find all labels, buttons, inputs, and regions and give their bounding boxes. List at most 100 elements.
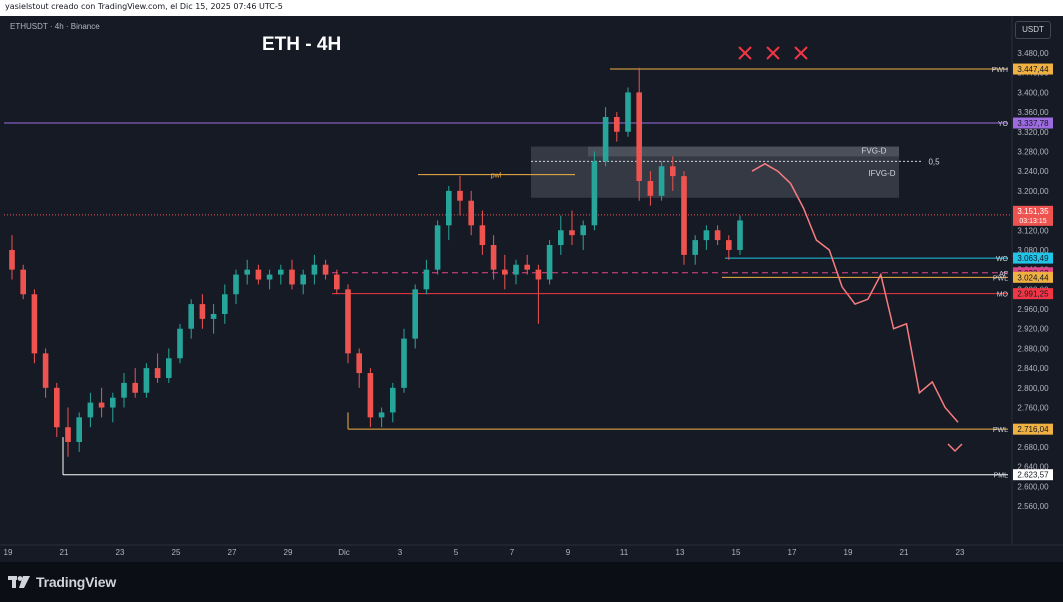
candle-body	[535, 269, 542, 280]
candle-body	[266, 274, 273, 280]
candle-body	[31, 294, 38, 354]
candle-body	[110, 397, 116, 408]
candle-body	[132, 382, 138, 393]
candle-body	[367, 373, 374, 418]
x-tick-label: 23	[956, 548, 965, 557]
y-tick-label: 2.800,00	[1017, 384, 1049, 393]
candle-body	[54, 387, 60, 428]
current-price-tag	[1013, 205, 1053, 226]
attribution-text: yasielstout creado con TradingView.com, …	[5, 2, 283, 11]
candle-body	[255, 269, 262, 280]
x-tick-label: 19	[844, 548, 853, 557]
level-price-tag	[1013, 288, 1053, 300]
candle-body	[602, 117, 609, 162]
candle-body	[121, 382, 127, 398]
y-tick-label: 2.560,00	[1017, 502, 1049, 511]
x-tick-label: 23	[116, 548, 125, 557]
level-label: MO	[997, 292, 1009, 299]
candle-body	[434, 225, 441, 270]
candle-body	[558, 230, 564, 246]
level-price-text: 2.991,25	[1017, 290, 1049, 299]
candle-body	[625, 92, 631, 132]
candle-body	[636, 92, 642, 182]
candle-body	[468, 200, 474, 226]
candle-body	[490, 245, 497, 270]
x-tick-label: 29	[284, 548, 293, 557]
candle-body	[446, 190, 452, 226]
current-price-text: 3.151,35	[1017, 207, 1049, 216]
level-price-tag	[1013, 469, 1053, 481]
level-price-text: 3.337,78	[1017, 119, 1049, 128]
level-label: PML	[994, 473, 1009, 480]
level-label: YO	[998, 121, 1009, 128]
x-tick-label: 9	[566, 548, 571, 557]
level-label: WO	[996, 256, 1009, 263]
chart-title: ETH - 4H	[262, 34, 342, 55]
x-mark-icon	[738, 46, 752, 60]
candle-body	[289, 269, 295, 285]
candle-body	[278, 269, 284, 275]
candle-body	[76, 417, 82, 442]
candle-body	[502, 269, 508, 275]
x-tick-label: 3	[398, 548, 403, 557]
candle-body	[569, 230, 575, 236]
x-tick-label: 5	[454, 548, 459, 557]
symbol-line: ETHUSDT · 4h · Binance	[10, 22, 100, 31]
candle-body	[65, 427, 71, 442]
fvg-zone	[588, 146, 899, 157]
candle-body	[714, 230, 721, 241]
fib-label: 0,5	[928, 157, 940, 166]
pwl-small-label: pwl	[491, 173, 502, 180]
tradingview-logo[interactable]: TradingView	[8, 574, 116, 590]
y-tick-label: 3.400,00	[1017, 88, 1049, 97]
candle-body	[210, 313, 217, 319]
candle-body	[412, 289, 418, 339]
level-price-tag	[1013, 423, 1053, 435]
candle-body	[378, 412, 385, 418]
x-tick-label: 15	[732, 548, 741, 557]
y-tick-label: 2.920,00	[1017, 325, 1049, 334]
candle-body	[222, 294, 228, 314]
level-price-tag	[1013, 63, 1053, 75]
candle-body	[726, 240, 732, 250]
y-tick-label: 2.640,00	[1017, 463, 1049, 472]
candle-body	[166, 358, 172, 378]
chart-frame[interactable]	[0, 16, 1063, 562]
level-price-tag	[1013, 252, 1053, 264]
level-price-text: 2.623,57	[1017, 471, 1049, 480]
candle-body	[42, 353, 49, 388]
level-label: PWL	[993, 275, 1008, 282]
level-price-text: 3.024,44	[1017, 273, 1049, 282]
projection-arrowhead	[947, 443, 963, 453]
ifvg-label: IFVG-D	[868, 169, 895, 178]
candle-body	[87, 402, 94, 418]
logo-text: TradingView	[36, 574, 117, 590]
candle-body	[154, 368, 161, 378]
candle-body	[233, 274, 239, 295]
currency-button[interactable]: USDT	[1015, 21, 1051, 39]
y-tick-label: 3.480,00	[1017, 49, 1049, 58]
candle-body	[681, 176, 687, 255]
candle-body	[703, 230, 710, 241]
candlestick-chart[interactable]: 3.480,003.440,003.400,003.360,003.320,00…	[0, 0, 1063, 562]
level-price-tag	[1013, 117, 1053, 129]
x-tick-label: 7	[510, 548, 515, 557]
candle-body	[345, 289, 351, 354]
candle-body	[390, 387, 396, 413]
candle-body	[647, 181, 654, 196]
y-tick-label: 3.200,00	[1017, 187, 1049, 196]
candle-body	[513, 264, 519, 275]
y-tick-label: 3.360,00	[1017, 108, 1049, 117]
y-tick-label: 3.120,00	[1017, 226, 1049, 235]
y-tick-label: 2.600,00	[1017, 482, 1049, 491]
candle-body	[177, 328, 183, 359]
x-tick-label: 21	[900, 548, 909, 557]
x-tick-label: 21	[60, 548, 69, 557]
x-tick-label: 11	[620, 548, 629, 557]
candle-body	[423, 269, 430, 290]
attribution-bar: yasielstout creado con TradingView.com, …	[0, 0, 1063, 16]
y-tick-label: 2.760,00	[1017, 404, 1049, 413]
candle-body	[546, 245, 553, 280]
candle-body	[658, 166, 665, 196]
candle-body	[143, 368, 150, 393]
